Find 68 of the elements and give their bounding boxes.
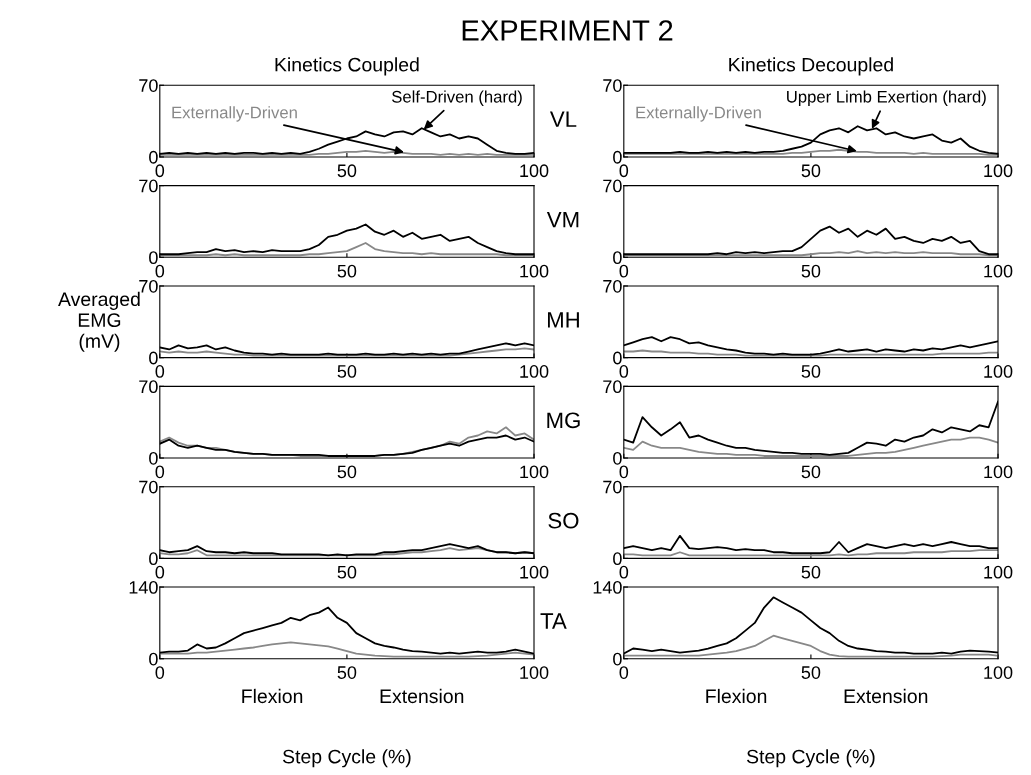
x-tick-label: 50 bbox=[337, 666, 357, 679]
y-axis-title: VM bbox=[546, 211, 579, 228]
y-tick-label: 140 bbox=[129, 581, 158, 594]
text: Flexion bbox=[242, 688, 303, 704]
y-tick-label: 0 bbox=[613, 652, 622, 666]
annotation: Upper Limb Exertion (hard) bbox=[787, 90, 986, 106]
y-axis-title: MH bbox=[547, 312, 579, 328]
y-tick-label: 0 bbox=[613, 552, 622, 566]
x-tick-label: 100 bbox=[520, 365, 549, 378]
x-tick-label: 100 bbox=[520, 565, 549, 579]
y-axis-title: SO bbox=[548, 512, 579, 529]
x-tick-label: 100 bbox=[984, 666, 1013, 679]
y-tick-label: 70 bbox=[603, 480, 622, 494]
annotation: Self-Driven (hard) bbox=[392, 90, 522, 106]
y-axis-title: Averaged EMG (mV) bbox=[58, 291, 140, 352]
text: Extension bbox=[380, 688, 464, 704]
x-tick-label: 100 bbox=[984, 164, 1013, 178]
y-tick-label: 0 bbox=[613, 351, 622, 365]
text: Extension bbox=[844, 688, 928, 704]
x-tick-label: 100 bbox=[520, 164, 549, 178]
y-tick-label: 70 bbox=[603, 79, 622, 92]
y-tick-label: 70 bbox=[139, 79, 158, 92]
y-tick-label: 140 bbox=[593, 581, 622, 594]
x-axis-title: Step Cycle (%) bbox=[282, 749, 411, 768]
y-tick-label: 70 bbox=[139, 480, 158, 494]
x-tick-label: 50 bbox=[801, 264, 821, 278]
y-tick-label: 0 bbox=[613, 150, 622, 164]
y-tick-label: 0 bbox=[149, 652, 158, 666]
x-tick-label: 100 bbox=[984, 565, 1013, 579]
y-tick-label: 0 bbox=[149, 451, 158, 465]
y-tick-label: 70 bbox=[603, 279, 622, 293]
y-tick-label: 0 bbox=[613, 451, 622, 465]
y-tick-label: 0 bbox=[149, 552, 158, 566]
y-tick-label: 70 bbox=[139, 380, 158, 394]
x-tick-label: 50 bbox=[801, 365, 821, 378]
y-tick-label: 0 bbox=[613, 251, 622, 265]
y-tick-label: 0 bbox=[149, 150, 158, 164]
x-tick-label: 50 bbox=[801, 465, 821, 479]
annotation: Externally-Driven bbox=[172, 106, 297, 122]
y-axis-title: MG bbox=[547, 412, 580, 429]
x-tick-label: 100 bbox=[520, 264, 549, 278]
x-tick-label: 50 bbox=[801, 164, 821, 178]
x-tick-label: 50 bbox=[337, 565, 357, 579]
x-tick-label: 50 bbox=[337, 264, 357, 278]
chart-title: EXPERIMENT 2 bbox=[462, 20, 673, 41]
x-tick-label: 50 bbox=[337, 164, 357, 178]
x-tick-label: 100 bbox=[520, 666, 549, 679]
y-tick-label: 70 bbox=[603, 380, 622, 394]
annotation: Externally-Driven bbox=[636, 106, 761, 122]
text: Flexion bbox=[706, 688, 767, 704]
x-tick-label: 100 bbox=[984, 264, 1013, 278]
y-tick-label: 0 bbox=[149, 251, 158, 265]
x-tick-label: 50 bbox=[337, 365, 357, 378]
x-tick-label: 50 bbox=[337, 465, 357, 479]
x-tick-label: 100 bbox=[984, 365, 1013, 378]
y-tick-label: 70 bbox=[603, 179, 622, 193]
y-axis-title: VL bbox=[549, 111, 577, 127]
x-tick-label: 100 bbox=[984, 465, 1013, 479]
y-tick-label: 0 bbox=[149, 351, 158, 365]
y-tick-label: 70 bbox=[139, 279, 158, 293]
chart-subtitle: Kinetics Coupled bbox=[275, 57, 419, 76]
chart-subtitle: Kinetics Decoupled bbox=[729, 57, 893, 76]
x-tick-label: 50 bbox=[801, 565, 821, 579]
x-tick-label: 100 bbox=[520, 465, 549, 479]
y-tick-label: 70 bbox=[139, 179, 158, 193]
y-axis-title: TA bbox=[540, 613, 567, 629]
x-axis-title: Step Cycle (%) bbox=[746, 749, 875, 768]
x-tick-label: 50 bbox=[801, 666, 821, 679]
